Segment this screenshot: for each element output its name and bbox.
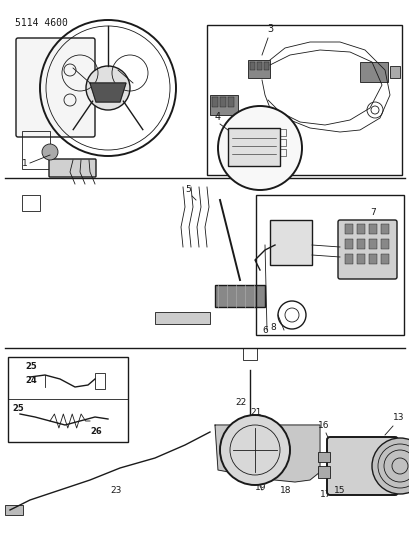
Text: 19: 19 xyxy=(254,483,266,492)
Circle shape xyxy=(86,66,130,110)
Text: 14: 14 xyxy=(392,453,403,462)
FancyBboxPatch shape xyxy=(337,220,396,279)
Bar xyxy=(214,285,264,307)
Bar xyxy=(95,373,105,389)
Bar xyxy=(380,224,388,234)
Circle shape xyxy=(371,438,409,494)
FancyBboxPatch shape xyxy=(326,437,397,495)
Text: 24: 24 xyxy=(25,376,37,385)
Bar xyxy=(227,128,279,166)
Bar xyxy=(155,312,209,324)
Bar xyxy=(356,254,364,264)
Text: 25: 25 xyxy=(12,404,24,413)
Bar xyxy=(317,466,329,478)
Bar xyxy=(211,97,218,107)
Text: 13: 13 xyxy=(392,413,404,422)
Bar xyxy=(279,149,285,156)
Bar xyxy=(344,254,352,264)
Bar xyxy=(359,62,387,82)
Bar xyxy=(380,239,388,249)
Bar xyxy=(207,25,401,175)
Polygon shape xyxy=(214,425,319,482)
Text: 17: 17 xyxy=(319,490,331,499)
FancyBboxPatch shape xyxy=(16,38,95,137)
Bar xyxy=(227,97,234,107)
Text: 21: 21 xyxy=(249,408,261,417)
Polygon shape xyxy=(90,83,126,102)
Bar xyxy=(247,60,270,78)
Text: 23: 23 xyxy=(110,486,121,495)
Bar xyxy=(368,239,376,249)
Text: 8: 8 xyxy=(270,323,275,332)
Bar xyxy=(356,239,364,249)
Bar xyxy=(243,348,256,360)
Bar xyxy=(256,62,261,70)
Bar xyxy=(22,195,40,211)
Bar xyxy=(270,220,311,265)
Text: 15: 15 xyxy=(333,486,345,495)
Bar xyxy=(368,254,376,264)
Circle shape xyxy=(220,415,289,485)
Bar xyxy=(263,62,268,70)
Text: 1: 1 xyxy=(22,158,28,167)
Text: 7: 7 xyxy=(369,208,375,217)
FancyBboxPatch shape xyxy=(49,159,96,177)
Text: 16: 16 xyxy=(317,421,329,430)
Text: 6: 6 xyxy=(261,326,267,335)
Bar xyxy=(209,95,237,115)
Text: 5114 4600: 5114 4600 xyxy=(15,18,68,28)
Bar xyxy=(220,97,225,107)
Bar xyxy=(279,139,285,146)
Bar xyxy=(356,224,364,234)
Text: 18: 18 xyxy=(279,486,291,495)
Bar xyxy=(249,62,254,70)
Bar xyxy=(22,131,50,169)
Text: 26: 26 xyxy=(90,427,101,436)
Bar xyxy=(344,239,352,249)
Text: 5: 5 xyxy=(184,185,190,194)
Bar xyxy=(5,505,23,515)
Circle shape xyxy=(218,106,301,190)
Bar xyxy=(380,254,388,264)
Bar xyxy=(389,66,399,78)
Text: 3: 3 xyxy=(266,24,272,34)
Text: 25: 25 xyxy=(25,362,37,371)
Text: 22: 22 xyxy=(234,398,246,407)
Bar xyxy=(344,224,352,234)
Circle shape xyxy=(42,144,58,160)
Bar xyxy=(279,129,285,136)
Text: 4: 4 xyxy=(214,112,220,122)
Bar xyxy=(317,452,329,462)
Bar xyxy=(8,357,128,442)
Bar xyxy=(255,195,403,335)
Text: 20: 20 xyxy=(247,471,259,480)
Bar xyxy=(368,224,376,234)
